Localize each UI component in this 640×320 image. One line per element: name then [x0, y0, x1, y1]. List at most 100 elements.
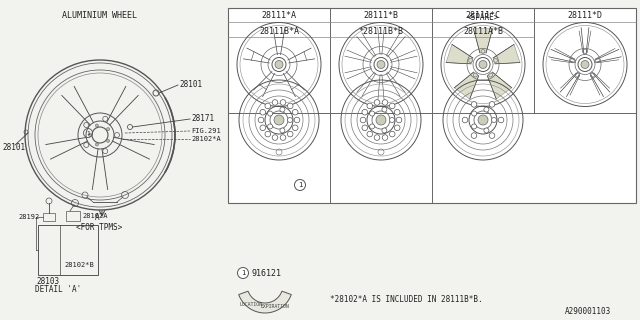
Text: 28111A*B: 28111A*B — [463, 27, 503, 36]
Circle shape — [287, 117, 292, 123]
Circle shape — [367, 131, 372, 137]
Circle shape — [390, 117, 394, 123]
Circle shape — [370, 111, 374, 116]
Circle shape — [360, 117, 366, 123]
Circle shape — [107, 128, 109, 131]
Circle shape — [377, 60, 385, 68]
Circle shape — [394, 109, 400, 115]
Text: *28111B*B: *28111B*B — [358, 27, 403, 36]
Circle shape — [489, 102, 495, 107]
Circle shape — [484, 128, 489, 133]
Text: 28111*B: 28111*B — [364, 11, 399, 20]
Circle shape — [95, 124, 99, 127]
Polygon shape — [239, 291, 291, 313]
Circle shape — [292, 125, 298, 131]
Circle shape — [260, 109, 266, 115]
Circle shape — [472, 111, 477, 116]
Circle shape — [287, 103, 293, 109]
Polygon shape — [454, 72, 479, 99]
Circle shape — [362, 125, 367, 131]
Polygon shape — [474, 29, 493, 53]
Circle shape — [396, 117, 402, 123]
Text: 28102*B: 28102*B — [64, 262, 93, 268]
Circle shape — [265, 131, 271, 137]
Circle shape — [382, 135, 388, 140]
Circle shape — [95, 143, 99, 146]
Text: A: A — [95, 212, 99, 221]
Circle shape — [484, 107, 489, 112]
Circle shape — [382, 128, 387, 133]
Circle shape — [492, 117, 497, 123]
Circle shape — [280, 128, 285, 133]
Text: 28102*A: 28102*A — [191, 136, 221, 142]
Text: 28102A: 28102A — [82, 213, 108, 219]
Circle shape — [374, 100, 380, 105]
Circle shape — [88, 133, 92, 137]
Text: 28111B*A: 28111B*A — [259, 27, 299, 36]
Text: EXPIRATION: EXPIRATION — [260, 305, 289, 309]
Circle shape — [479, 60, 487, 68]
Circle shape — [258, 117, 264, 123]
Text: 28101: 28101 — [179, 79, 202, 89]
Text: 28101: 28101 — [2, 142, 25, 151]
Bar — [228, 8, 636, 203]
Circle shape — [237, 268, 248, 278]
Bar — [43, 213, 55, 221]
Polygon shape — [493, 44, 520, 64]
Circle shape — [268, 124, 273, 129]
Circle shape — [376, 115, 386, 125]
Text: DETAIL 'A': DETAIL 'A' — [35, 285, 81, 294]
Circle shape — [287, 131, 293, 137]
Text: 1: 1 — [86, 131, 90, 135]
Circle shape — [471, 102, 477, 107]
Bar — [38, 225, 98, 275]
Circle shape — [581, 60, 589, 68]
Circle shape — [292, 109, 298, 115]
Circle shape — [280, 135, 286, 140]
Circle shape — [280, 100, 286, 105]
Circle shape — [489, 133, 495, 138]
Circle shape — [382, 107, 387, 112]
Circle shape — [272, 100, 278, 105]
Text: 28171: 28171 — [191, 114, 214, 123]
Text: 28103: 28103 — [36, 277, 60, 286]
Circle shape — [260, 125, 266, 131]
Circle shape — [280, 107, 285, 112]
Text: 916121: 916121 — [251, 268, 281, 277]
Circle shape — [274, 115, 284, 125]
Circle shape — [294, 180, 305, 190]
Bar — [66, 211, 80, 221]
Circle shape — [394, 125, 400, 131]
Polygon shape — [487, 72, 512, 99]
Circle shape — [370, 124, 374, 129]
Circle shape — [389, 131, 395, 137]
Text: 28192: 28192 — [18, 214, 39, 220]
Circle shape — [294, 117, 300, 123]
Circle shape — [275, 60, 283, 68]
Polygon shape — [446, 44, 473, 64]
Circle shape — [472, 124, 477, 129]
Text: 1: 1 — [241, 270, 245, 276]
Circle shape — [374, 135, 380, 140]
Circle shape — [382, 100, 388, 105]
Circle shape — [498, 117, 504, 123]
Text: <SPARE>: <SPARE> — [467, 12, 499, 21]
Circle shape — [462, 117, 468, 123]
Text: FIG.291: FIG.291 — [191, 128, 221, 134]
Text: ALUMINIUM WHEEL: ALUMINIUM WHEEL — [62, 11, 137, 20]
Text: <FOR TPMS>: <FOR TPMS> — [76, 223, 122, 233]
Circle shape — [268, 111, 273, 116]
Text: 1: 1 — [298, 182, 302, 188]
Circle shape — [367, 103, 372, 109]
Text: LOCATION: LOCATION — [239, 302, 262, 308]
Text: A290001103: A290001103 — [565, 308, 611, 316]
Text: *28102*A IS INCLUDED IN 28111B*B.: *28102*A IS INCLUDED IN 28111B*B. — [330, 295, 483, 305]
Circle shape — [107, 140, 109, 142]
Circle shape — [471, 133, 477, 138]
Text: 28111*A: 28111*A — [262, 11, 296, 20]
Circle shape — [272, 135, 278, 140]
Circle shape — [478, 115, 488, 125]
Text: 28111*D: 28111*D — [568, 11, 602, 20]
Text: 28111*C: 28111*C — [465, 11, 500, 20]
Circle shape — [265, 103, 271, 109]
